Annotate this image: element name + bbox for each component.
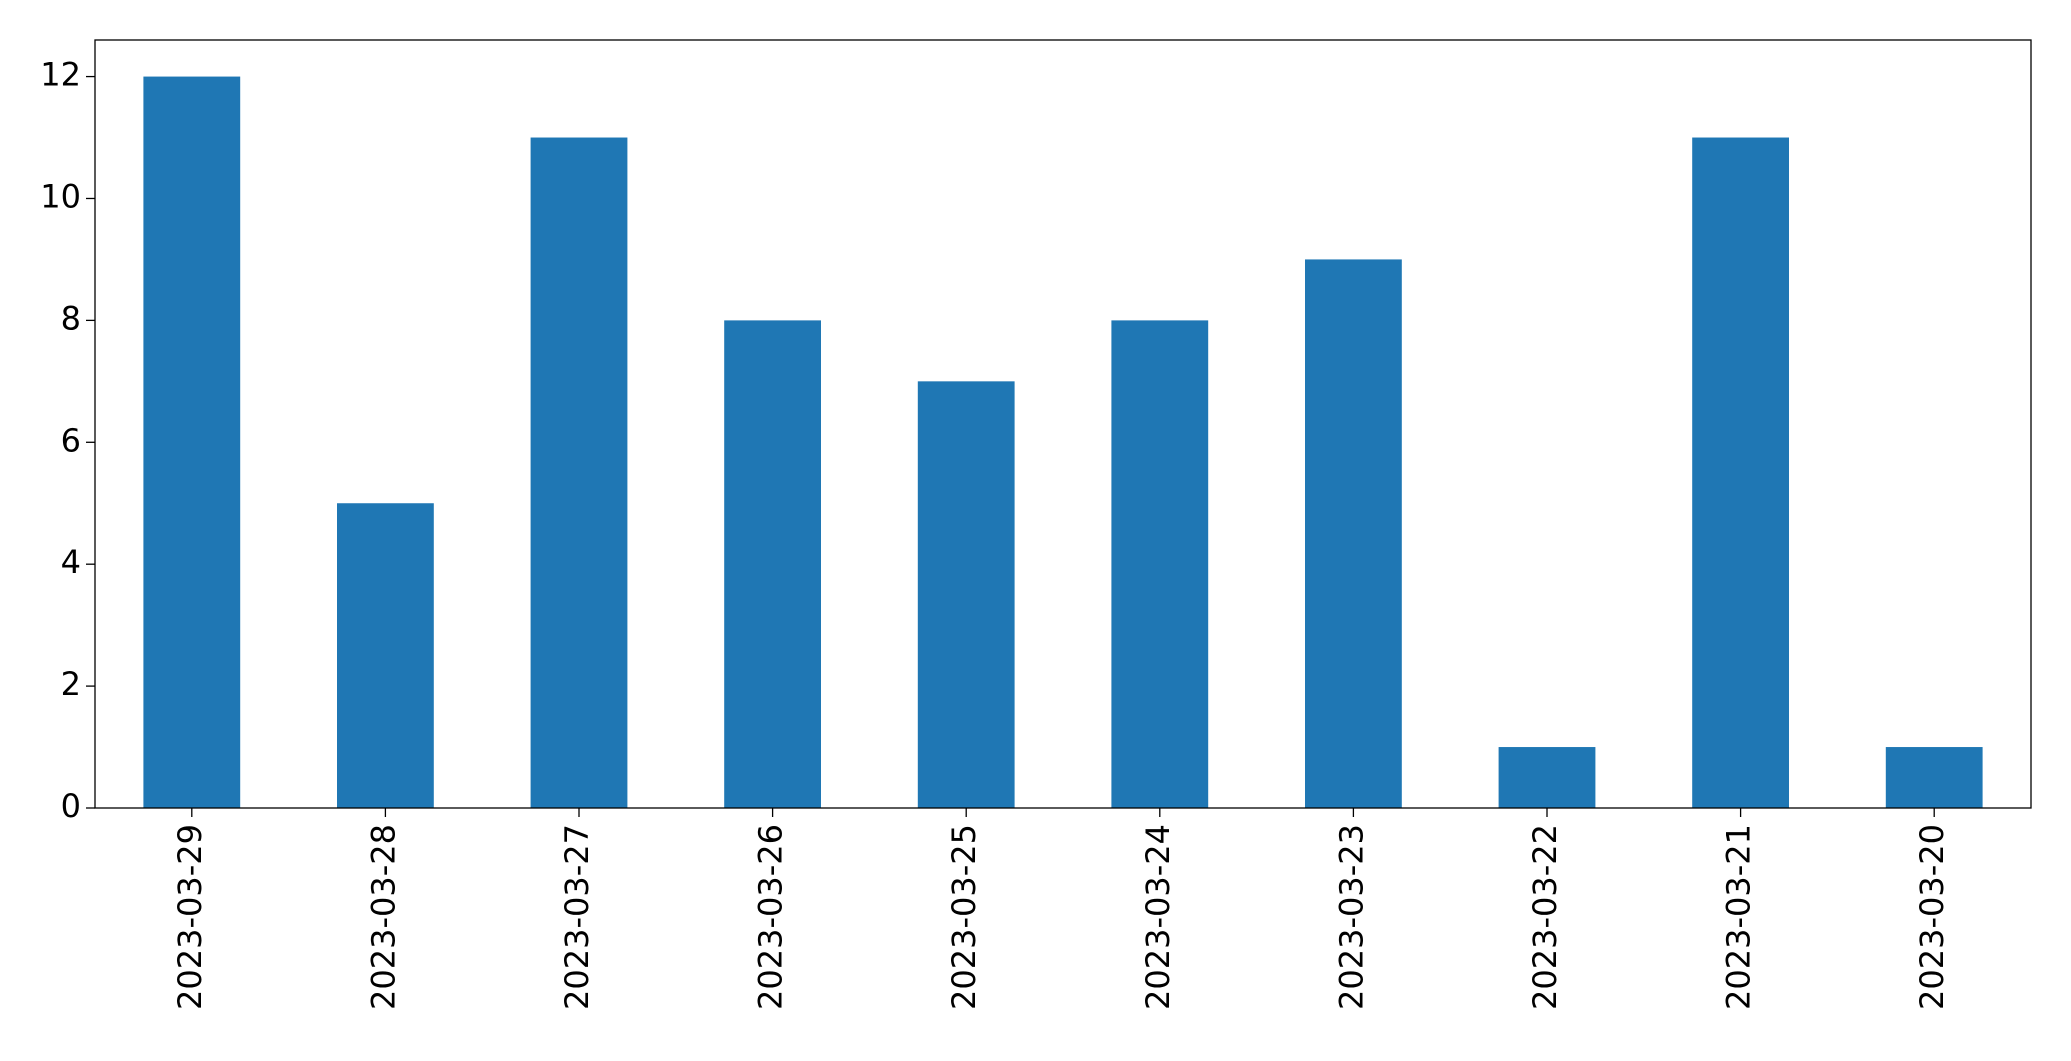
y-tick-label: 0 (61, 787, 81, 825)
bar (1111, 320, 1209, 808)
x-tick-label: 2023-03-22 (1526, 824, 1564, 1010)
bar (1498, 747, 1596, 808)
y-tick-label: 8 (61, 299, 81, 337)
x-tick-label: 2023-03-20 (1913, 824, 1951, 1010)
y-tick-label: 10 (40, 177, 81, 215)
x-tick-label: 2023-03-27 (558, 824, 596, 1010)
bar (1885, 747, 1983, 808)
y-tick-label: 2 (61, 665, 81, 703)
y-tick-label: 4 (61, 543, 81, 581)
plot-frame (94, 39, 2032, 809)
x-tick-label: 2023-03-28 (364, 824, 402, 1010)
bar (1692, 137, 1789, 808)
bar (917, 381, 1015, 808)
x-tick-label: 2023-03-26 (752, 824, 790, 1010)
bar (530, 137, 628, 808)
y-tick-label: 6 (61, 421, 81, 459)
x-tick-label: 2023-03-24 (1139, 824, 1177, 1010)
x-tick-label: 2023-03-23 (1332, 824, 1370, 1010)
y-tick-label: 12 (40, 56, 81, 94)
bar (337, 503, 434, 808)
x-tick-label: 2023-03-21 (1720, 824, 1758, 1010)
x-tick-label: 2023-03-29 (171, 824, 209, 1010)
bar (143, 76, 241, 809)
x-tick-label: 2023-03-25 (945, 824, 983, 1010)
bar (1305, 259, 1402, 808)
bar (724, 320, 821, 808)
